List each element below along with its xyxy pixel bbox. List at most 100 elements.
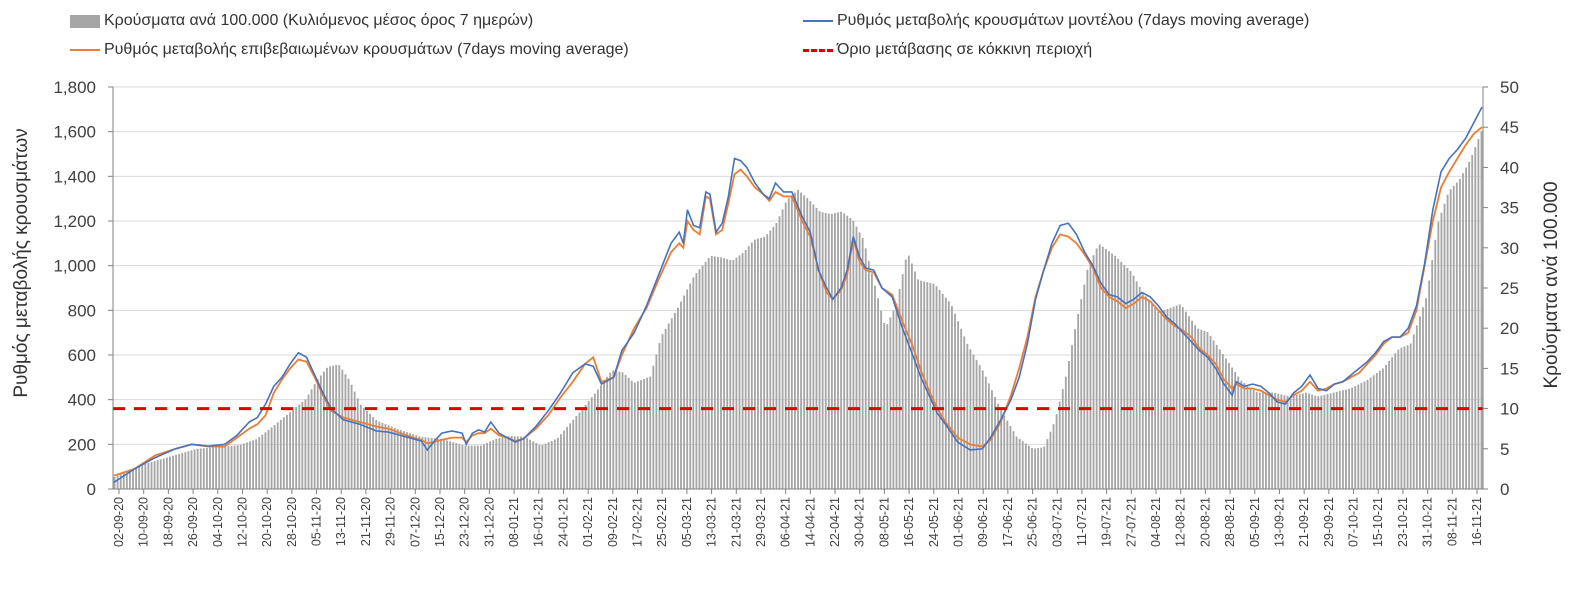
- cases-bar: [920, 280, 923, 489]
- cases-bar: [162, 458, 165, 489]
- cases-bar: [1363, 381, 1366, 489]
- cases-bar: [584, 404, 587, 489]
- cases-bar: [1114, 255, 1117, 489]
- cases-bar: [347, 378, 350, 489]
- cases-bar: [658, 343, 661, 489]
- cases-bar: [236, 445, 239, 489]
- cases-bar: [840, 211, 843, 490]
- cases-bar: [935, 286, 938, 489]
- cases-bar: [169, 456, 171, 489]
- y-left-tick-label: 200: [68, 435, 96, 454]
- cases-bar: [978, 365, 981, 489]
- cases-bar: [646, 377, 649, 489]
- cases-bar: [760, 237, 762, 489]
- y-left-tick-label: 1,600: [53, 123, 96, 142]
- cases-bar: [1126, 267, 1129, 489]
- cases-bar: [1440, 212, 1443, 489]
- cases-bar: [673, 313, 676, 489]
- cases-bar: [532, 441, 535, 489]
- cases-bar: [418, 436, 421, 489]
- cases-bar: [1274, 392, 1277, 489]
- cases-bar: [267, 429, 270, 489]
- cases-bar: [1261, 392, 1264, 489]
- cases-bar: [1474, 147, 1477, 490]
- cases-bar: [1225, 358, 1227, 489]
- cases-bar: [252, 440, 255, 489]
- cases-bar: [449, 441, 452, 489]
- x-tick-label: 20-08-21: [1198, 497, 1212, 547]
- cases-bar: [1283, 395, 1286, 489]
- cases-bar: [498, 437, 501, 489]
- cases-bar: [258, 437, 261, 489]
- cases-bar: [1111, 253, 1113, 489]
- cases-bar: [713, 256, 716, 489]
- cases-bar: [1037, 448, 1040, 489]
- cases-bar: [1301, 393, 1304, 489]
- cases-bar: [1034, 448, 1036, 489]
- cases-bar: [1221, 353, 1224, 489]
- cases-bar: [516, 436, 519, 489]
- cases-bar: [443, 439, 445, 489]
- cases-bar: [233, 445, 236, 489]
- x-tick-label: 31-10-21: [1421, 497, 1435, 547]
- cases-bar: [806, 198, 809, 489]
- legend-item-confirmed: Ρυθμός μεταβολής επιβεβαιωμένων κρουσμάτ…: [70, 41, 629, 59]
- x-tick-label: 25-02-21: [655, 497, 669, 547]
- cases-bar: [1061, 389, 1064, 489]
- axes: 02004006008001,0001,2001,4001,6001,80005…: [53, 78, 1518, 547]
- cases-bar: [1397, 349, 1400, 489]
- cases-bar: [245, 442, 248, 489]
- cases-bar: [1129, 270, 1132, 489]
- cases-bar: [957, 321, 960, 489]
- y-axis-right-title: Κρούσματα ανά 100.000: [1541, 181, 1562, 389]
- cases-bar: [800, 192, 803, 489]
- cases-bar: [932, 283, 935, 489]
- cases-bar: [1077, 313, 1080, 489]
- cases-bar: [1086, 269, 1089, 489]
- cases-bar: [867, 260, 870, 489]
- cases-bar: [199, 448, 202, 489]
- cases-bar: [519, 436, 522, 489]
- cases-bar: [261, 434, 264, 489]
- cases-bar: [710, 256, 713, 489]
- cases-bar: [452, 442, 455, 489]
- cases-bar: [707, 258, 710, 489]
- cases-bar: [1024, 443, 1027, 489]
- cases-bar: [898, 288, 901, 489]
- cases-bar: [636, 381, 639, 489]
- cases-bar: [1151, 303, 1153, 489]
- x-tick-label: 03-07-21: [1050, 497, 1064, 547]
- cases-bar: [1184, 311, 1187, 489]
- cases-bar: [778, 216, 781, 490]
- cases-bar: [720, 257, 722, 489]
- x-tick-label: 05-11-20: [310, 497, 324, 546]
- cases-bar: [1452, 185, 1455, 489]
- cases-bar: [652, 365, 655, 489]
- legend-item-threshold: Όριο μετάβασης σε κόκκινη περιοχή: [803, 41, 1092, 59]
- cases-bar: [1209, 335, 1212, 489]
- cases-bar: [695, 273, 698, 489]
- cases-bar: [1175, 305, 1178, 489]
- x-tick-label: 15-10-21: [1371, 497, 1385, 547]
- cases-bar: [1391, 357, 1394, 489]
- cases-bar: [1243, 383, 1246, 489]
- cases-bar: [877, 298, 879, 489]
- cases-bar: [316, 379, 319, 489]
- cases-bar: [969, 349, 972, 489]
- cases-bar: [153, 461, 156, 489]
- cases-bar: [1071, 345, 1073, 489]
- cases-bar: [1132, 275, 1135, 489]
- cases-bar: [1394, 353, 1397, 489]
- cases-bar: [803, 195, 806, 490]
- cases-bar: [1409, 343, 1412, 489]
- cases-bar: [1289, 396, 1292, 489]
- cases-bar: [307, 394, 310, 489]
- cases-bar: [738, 255, 741, 489]
- cases-bar: [883, 323, 886, 489]
- cases-bar: [473, 445, 476, 489]
- cases-bar: [640, 380, 642, 489]
- rate-lines: [113, 106, 1483, 483]
- cases-bar: [772, 226, 775, 489]
- cases-bar: [239, 444, 242, 489]
